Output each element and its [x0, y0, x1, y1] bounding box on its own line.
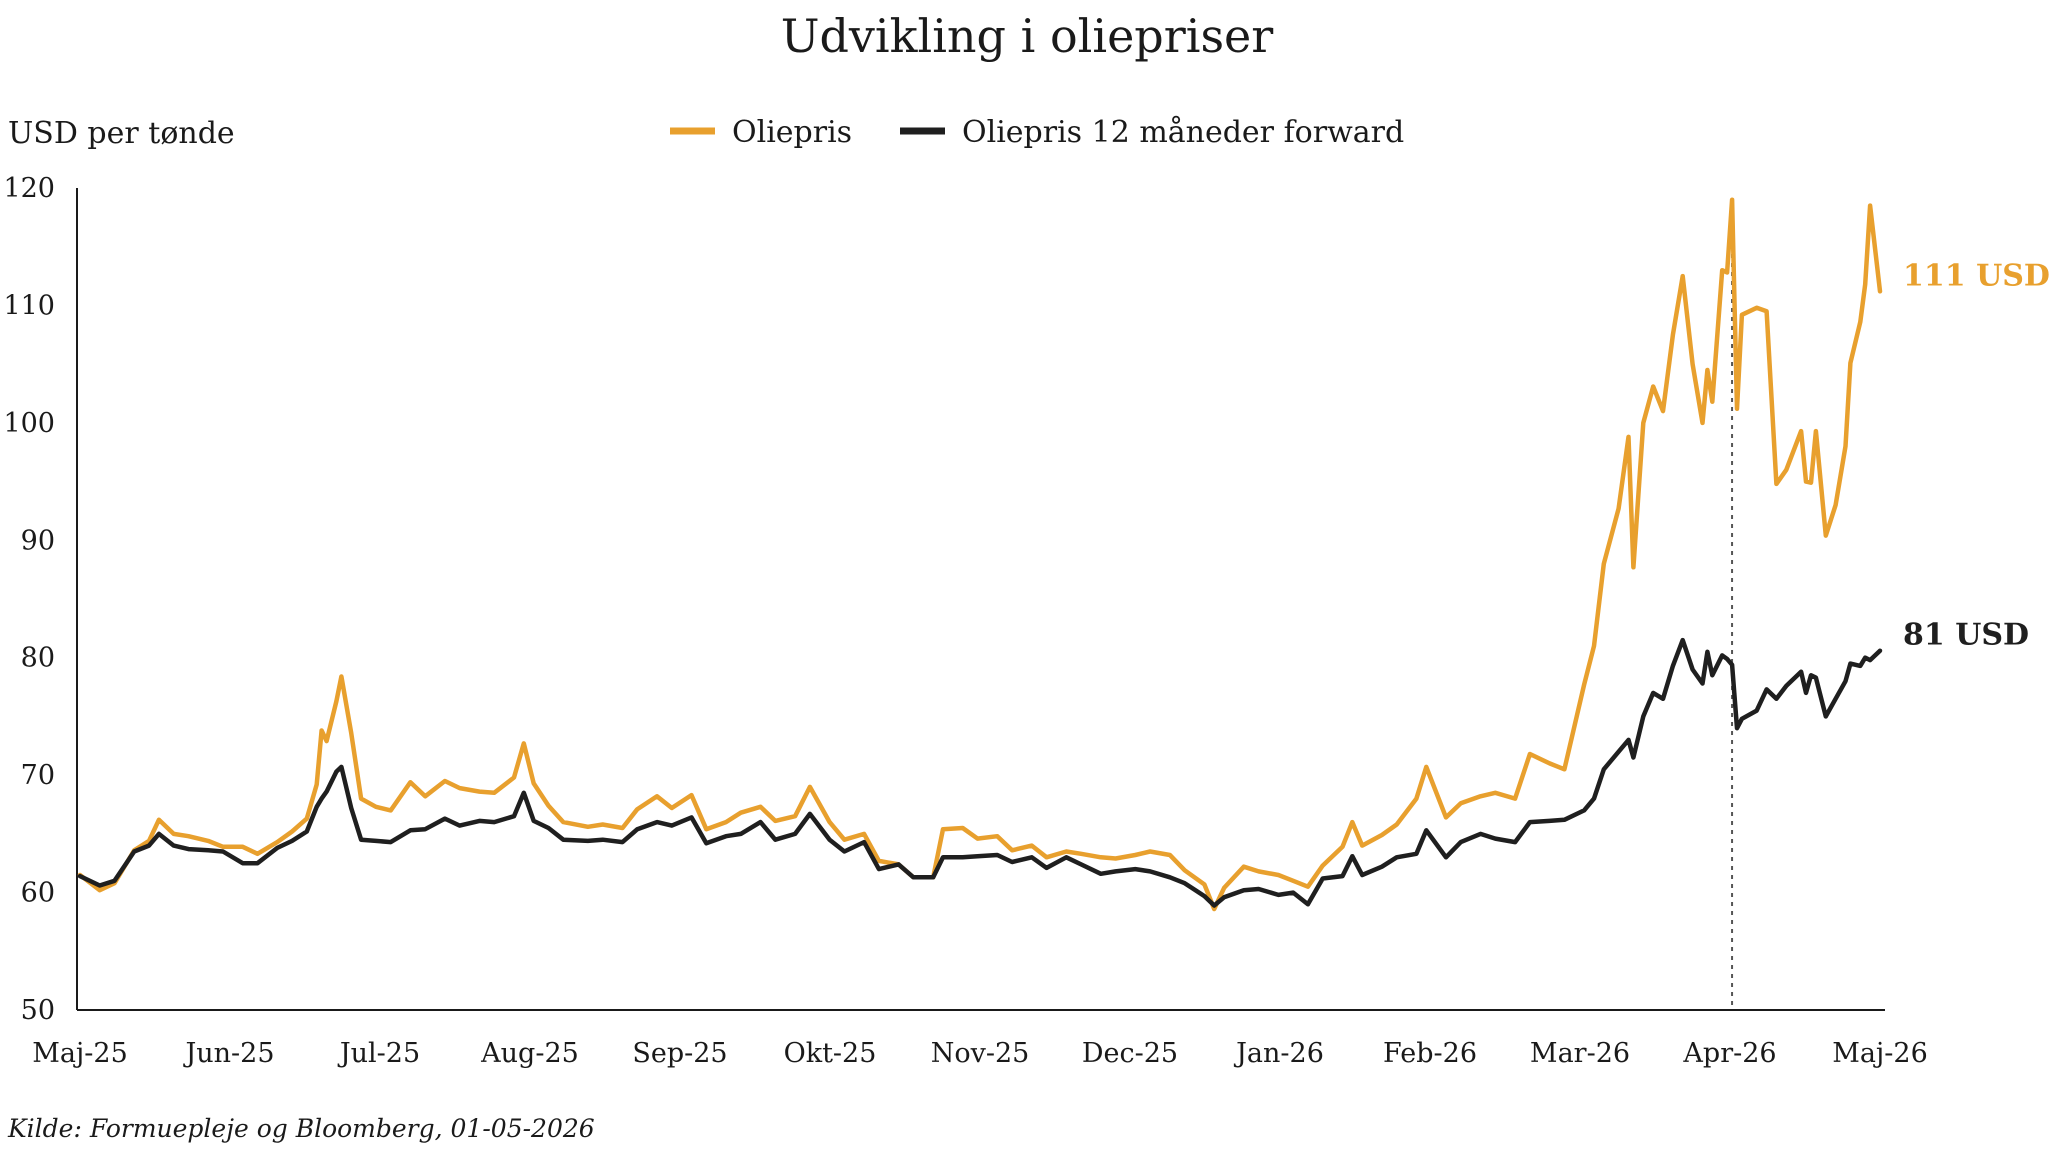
- legend: Oliepris Oliepris 12 måneder forward: [670, 115, 1404, 150]
- x-tick-label: Sep-25: [632, 1038, 727, 1069]
- x-tick-label: Maj-26: [1832, 1038, 1928, 1069]
- x-tick-label: Mar-26: [1530, 1038, 1630, 1069]
- x-tick-label: Maj-25: [32, 1038, 128, 1069]
- x-tick-label: Dec-25: [1082, 1038, 1178, 1069]
- y-tick-label: 90: [21, 525, 55, 556]
- x-tick-label: Aug-25: [480, 1038, 579, 1069]
- legend-label-oliepris: Oliepris: [732, 115, 852, 150]
- x-tick-label: Apr-26: [1682, 1038, 1776, 1069]
- x-tick-label: Feb-26: [1383, 1038, 1477, 1069]
- end-label-oliepris: 111 USD: [1903, 258, 2050, 293]
- x-tick-label: Jul-25: [337, 1038, 420, 1069]
- end-label-forward: 81 USD: [1903, 618, 2029, 653]
- series-line-forward: [77, 637, 1883, 908]
- y-tick-label: 110: [3, 290, 55, 321]
- y-tick-label: 70: [21, 760, 55, 791]
- y-tick-label: 100: [3, 408, 55, 439]
- source-note: Kilde: Formuepleje og Bloomberg, 01-05-2…: [7, 1114, 595, 1143]
- y-tick-label: 60: [21, 878, 55, 909]
- y-tick-label: 80: [21, 643, 55, 674]
- x-tick-label: Nov-25: [931, 1038, 1030, 1069]
- y-axis-ticks: 50 60 70 80 90 100 110 120: [3, 173, 55, 1026]
- series-line-oliepris: [77, 197, 1883, 912]
- legend-label-forward: Oliepris 12 måneder forward: [962, 115, 1404, 150]
- chart-title: Udvikling i oliepriser: [781, 9, 1274, 63]
- x-axis-ticks: Maj-25 Jun-25 Jul-25 Aug-25 Sep-25 Okt-25 Nov-…: [32, 1038, 1928, 1069]
- y-tick-label: 50: [21, 995, 55, 1026]
- y-tick-label: 120: [3, 173, 55, 204]
- x-tick-label: Okt-25: [784, 1038, 877, 1069]
- x-tick-label: Jun-25: [182, 1038, 274, 1069]
- y-axis-unit-label: USD per tønde: [8, 116, 235, 151]
- x-tick-label: Jan-26: [1233, 1038, 1324, 1069]
